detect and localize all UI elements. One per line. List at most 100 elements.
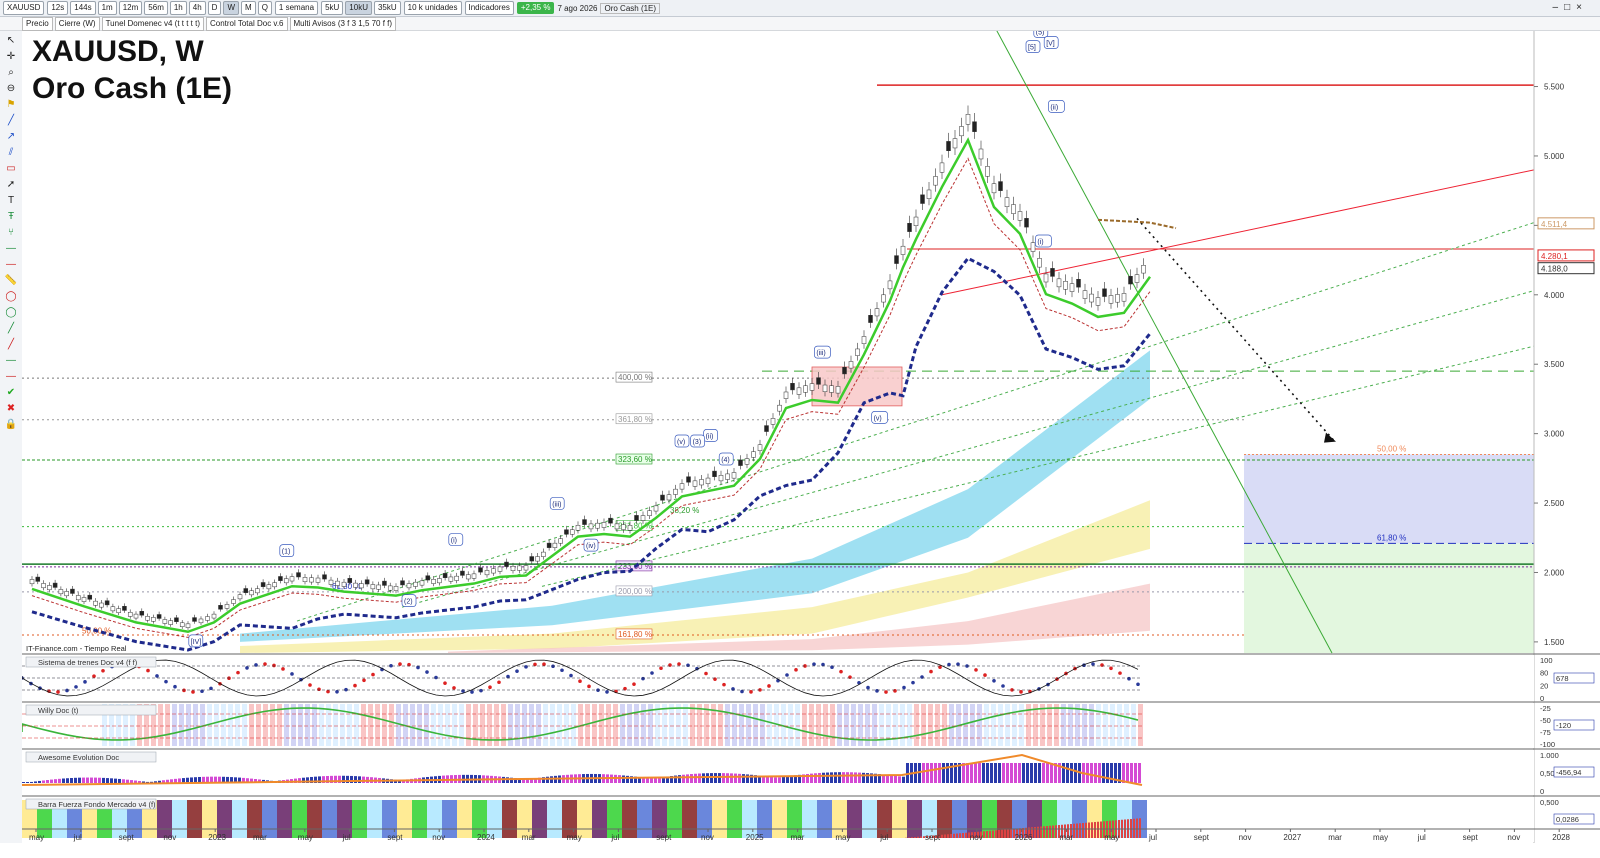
awesome-bar	[342, 775, 345, 783]
wave-label-extra-2: (ii)	[1050, 104, 1058, 111]
awesome-bar	[306, 777, 309, 783]
trains-dot	[929, 669, 933, 674]
awesome-bar	[858, 772, 861, 783]
trains-dot	[434, 675, 438, 680]
barra-bar	[1097, 821, 1099, 838]
wave-label-4: (ii)	[706, 433, 714, 440]
text-icon[interactable]: T	[7, 195, 15, 206]
candle-body	[868, 315, 873, 323]
arrow-icon[interactable]: ➚	[6, 179, 16, 190]
cursor-icon[interactable]: ↖	[6, 35, 16, 46]
check-icon[interactable]: ✔	[6, 387, 16, 398]
ellipse-icon[interactable]: ◯	[5, 307, 17, 318]
interval-1m[interactable]: 1m	[97, 1, 117, 15]
trains-dot	[362, 678, 366, 683]
tick-5ku[interactable]: 5kU	[321, 1, 344, 15]
willy-bar	[235, 704, 240, 746]
tick-35ku[interactable]: 35kU	[373, 1, 401, 15]
candle-body	[460, 570, 465, 576]
interval-q[interactable]: Q	[257, 1, 272, 15]
tick-10ku[interactable]: 10kU	[345, 1, 372, 15]
candle-body	[1004, 197, 1010, 207]
ruler-icon[interactable]: 📏	[4, 275, 18, 286]
interval-m[interactable]: M	[241, 1, 256, 15]
circle-icon[interactable]: ◯	[5, 291, 17, 302]
candle-body	[601, 522, 607, 528]
awesome-bar	[170, 779, 173, 783]
awesome-bar	[90, 777, 93, 783]
wave-label-box-2	[401, 594, 417, 607]
line-icon[interactable]: ╱	[7, 323, 15, 334]
candle-body	[1141, 265, 1146, 274]
wave-label-1: (1)	[282, 549, 291, 556]
symbol-selector[interactable]: XAUUSD	[3, 1, 45, 15]
legend-price[interactable]: Precio	[22, 16, 53, 31]
awesome-bar	[186, 777, 189, 783]
trendline-icon[interactable]: ╱	[7, 115, 15, 126]
interval-12m[interactable]: 12m	[118, 1, 143, 15]
awesome-bar	[902, 776, 905, 783]
indicators-button[interactable]: Indicadores	[464, 1, 514, 15]
minimize-icon[interactable]: –	[1552, 2, 1559, 13]
trains-dot	[173, 684, 177, 689]
candle-body	[364, 579, 370, 585]
pitchfork-icon[interactable]: ⑂	[8, 227, 14, 238]
lock-icon[interactable]: 🔒	[4, 419, 18, 430]
awesome-bar	[638, 777, 641, 783]
zoom-out-icon[interactable]: ⊖	[6, 83, 16, 94]
willy-bar	[137, 704, 142, 746]
willy-bar	[1054, 704, 1059, 746]
panel-0-tick-0: 100	[1540, 656, 1553, 665]
panel-1-tick-2: -75	[1540, 728, 1551, 737]
interval-56m[interactable]: 56m	[144, 1, 168, 15]
willy-bar	[767, 704, 772, 746]
candle-body	[738, 459, 743, 466]
hline4-icon[interactable]: —	[6, 371, 16, 382]
awesome-bar	[762, 776, 765, 783]
candle-body	[289, 576, 295, 582]
candle-body	[900, 245, 906, 255]
hline2-icon[interactable]: —	[6, 259, 16, 270]
legend-control[interactable]: Control Total Doc v.6	[205, 16, 288, 31]
fibo-icon[interactable]: Ŧ	[7, 211, 15, 222]
units-selector[interactable]: 10 k unidades	[403, 1, 462, 15]
barra-bar	[1085, 822, 1087, 838]
close-icon[interactable]: ×	[1576, 2, 1582, 13]
time-tick-label-19: jul	[879, 833, 888, 842]
zoom-icon[interactable]: ⌕	[8, 67, 14, 78]
crosshair-icon[interactable]: ✛	[6, 51, 16, 62]
interval-d[interactable]: D	[207, 1, 222, 15]
awesome-bar	[1086, 763, 1089, 783]
interval-w[interactable]: W	[223, 1, 240, 15]
candle-body	[1024, 218, 1029, 228]
legend-close[interactable]: Cierre (W)	[54, 16, 100, 31]
willy-bar	[1033, 704, 1038, 746]
willy-bar	[802, 704, 807, 746]
awesome-bar	[110, 778, 113, 783]
legend-tunel[interactable]: Tunel Domenec v4 (t t t t t)	[101, 16, 204, 31]
chart-canvas[interactable]: 50,00 % 61,80 % 400,00 % 361,80 % 323,60 % 26…	[22, 31, 1600, 843]
time-tick-label-26: sept	[1194, 833, 1210, 842]
legend-multi[interactable]: Multi Avisos (3 f 3 1,5 70 f f)	[289, 16, 397, 31]
interval-4h[interactable]: 4h	[188, 1, 206, 15]
awesome-bar	[526, 779, 529, 783]
willy-bar	[711, 704, 716, 746]
awesome-bar	[242, 777, 245, 783]
period-selector[interactable]: 1 semana	[274, 1, 319, 15]
hline3-icon[interactable]: —	[6, 355, 16, 366]
delete-icon[interactable]: ✖	[6, 403, 16, 414]
interval-144s[interactable]: 144s	[70, 1, 96, 15]
interval-12s[interactable]: 12s	[47, 1, 69, 15]
interval-1h[interactable]: 1h	[169, 1, 187, 15]
alert-icon[interactable]: ⚑	[6, 99, 16, 110]
willy-bar	[431, 704, 436, 746]
trains-dot	[830, 665, 834, 670]
willy-bar	[382, 704, 387, 746]
line2-icon[interactable]: ╱	[7, 339, 15, 350]
channel-icon[interactable]: ⫽	[8, 147, 14, 158]
candle-body	[1011, 204, 1016, 214]
ray-icon[interactable]: ↗	[6, 131, 16, 142]
rectangle-icon[interactable]: ▭	[6, 163, 16, 174]
maximize-icon[interactable]: □	[1564, 2, 1571, 13]
hline-icon[interactable]: —	[6, 243, 16, 254]
